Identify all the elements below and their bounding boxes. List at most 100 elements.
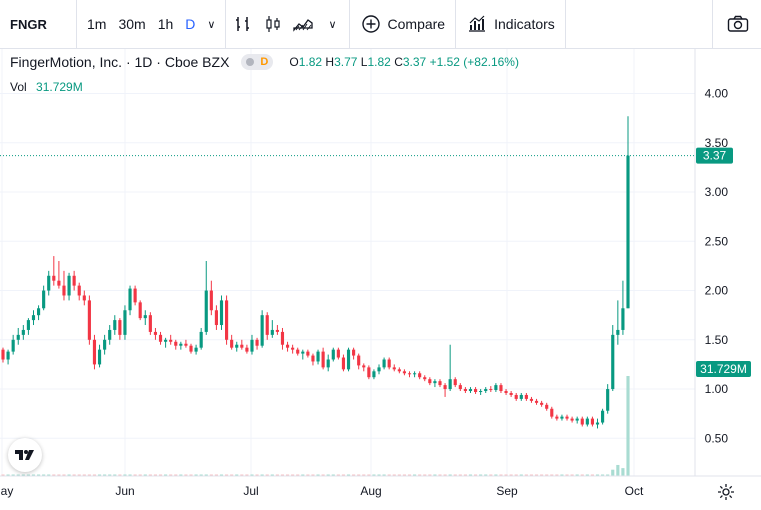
volume-bar: [92, 474, 97, 476]
tradingview-logo-icon[interactable]: [8, 438, 42, 472]
candle-body: [291, 347, 295, 350]
candle-body: [402, 371, 406, 374]
settings-gear-icon[interactable]: [716, 482, 736, 502]
candle-body: [31, 315, 36, 321]
interval-1h[interactable]: 1h: [157, 16, 174, 32]
candle-body: [1, 349, 5, 360]
volume-bar: [418, 474, 422, 476]
legend-title[interactable]: FingerMotion, Inc. · 1D · Cboe BZX: [10, 54, 230, 70]
volume-tag: [696, 361, 751, 377]
candle-body: [550, 408, 554, 417]
candles-style-icon[interactable]: [262, 13, 284, 35]
last-price-tag: [696, 147, 733, 164]
volume-bar: [77, 474, 81, 476]
volume-bar: [143, 474, 147, 476]
volume-bar: [514, 474, 518, 476]
indicators-button[interactable]: Indicators: [456, 0, 565, 49]
candle-body: [509, 392, 513, 395]
candle-body: [392, 367, 396, 370]
low-value: 1.82: [367, 55, 391, 69]
volume-bar: [316, 474, 320, 476]
toolbar-divider: [225, 0, 227, 49]
volume-bar: [382, 474, 386, 476]
candle-body: [565, 416, 569, 419]
symbol-search-button[interactable]: FNGR: [10, 16, 47, 32]
candle-body: [575, 418, 579, 421]
volume-bar: [204, 474, 208, 476]
candle-body: [433, 381, 437, 384]
volume-bar: [240, 474, 244, 476]
price-axis[interactable]: 4.00 3.50 3.00 2.50 2.00 1.50 1.00 0.50: [705, 87, 729, 446]
candle-body: [67, 275, 71, 296]
indicators-label: Indicators: [494, 16, 555, 32]
volume-bar: [301, 474, 305, 476]
volume-bar: [52, 474, 56, 476]
price-tick-label: 3.00: [705, 185, 729, 199]
chart-style-dropdown-chevron-icon[interactable]: ∨: [328, 18, 337, 31]
candle-body: [321, 351, 325, 368]
open-key: O: [289, 55, 299, 69]
volume-bar: [158, 474, 163, 476]
volume-bar: [560, 474, 564, 476]
volume-bar: [113, 474, 117, 476]
interval-d[interactable]: D: [185, 16, 196, 32]
candle-body: [82, 295, 86, 301]
volume-bar: [331, 474, 335, 476]
chart-canvas[interactable]: 4.00 3.50 3.00 2.50 2.00 1.50 1.00 0.50 May Jun J…: [0, 49, 761, 510]
volume-bar: [616, 464, 620, 476]
candle-body: [331, 349, 335, 360]
ohlc-values: O 1.82 H 3.77 L 1.82 C 3.37 +1.52 (+82.1…: [289, 55, 519, 69]
volume-bar: [164, 474, 168, 476]
candle-body: [580, 418, 584, 425]
time-axis[interactable]: May Jun Jul Aug Sep Oct: [0, 484, 644, 498]
volume-bar: [336, 474, 340, 476]
candle-body: [626, 155, 630, 309]
candle-body: [153, 331, 158, 335]
candle-body: [473, 389, 478, 393]
candle-body: [47, 275, 51, 291]
candle-body: [534, 400, 539, 403]
low-key: L: [360, 55, 368, 69]
interval-dropdown-chevron-icon[interactable]: ∨: [207, 18, 216, 31]
volume-bar: [601, 474, 605, 476]
candle-body: [382, 359, 386, 368]
candle-body: [296, 349, 300, 354]
candle-body: [413, 373, 417, 375]
candle-body: [174, 341, 178, 346]
camera-icon[interactable]: [727, 13, 749, 35]
volume-bar: [1, 474, 5, 476]
volume-bar: [595, 474, 600, 476]
price-tick-label: 3.50: [705, 136, 729, 150]
volume-bar: [473, 474, 478, 476]
volume-bar: [499, 474, 503, 476]
last-price-label: 3.37: [703, 149, 727, 163]
candle-body: [209, 290, 213, 311]
market-status-badge[interactable]: D: [241, 54, 274, 70]
volume-bar: [606, 474, 610, 476]
volume-bar: [540, 474, 544, 476]
area-style-icon[interactable]: [292, 13, 314, 35]
volume-bar: [62, 474, 66, 476]
compare-button[interactable]: Compare: [350, 0, 456, 49]
candle-body: [316, 351, 320, 362]
volume-bar: [72, 474, 76, 476]
volume-bar: [463, 474, 467, 476]
volume-bar: [174, 474, 178, 476]
candle-body: [199, 331, 203, 348]
bars-style-icon[interactable]: [232, 13, 254, 35]
candle-body: [494, 385, 498, 391]
interval-30m[interactable]: 30m: [118, 16, 146, 32]
candle-body: [555, 416, 559, 419]
volume-bar: [87, 474, 91, 476]
open-value: 1.82: [298, 55, 323, 69]
volume-bars: [1, 376, 630, 476]
price-tick-label: 1.50: [705, 333, 729, 347]
candle-body: [306, 351, 310, 356]
interval-1m[interactable]: 1m: [87, 16, 107, 32]
volume-bar: [377, 474, 381, 476]
volume-bar: [260, 474, 264, 476]
volume-label: Vol: [10, 80, 27, 94]
volume-bar: [453, 474, 457, 476]
candle-body: [524, 394, 528, 399]
volume-bar: [153, 474, 158, 476]
